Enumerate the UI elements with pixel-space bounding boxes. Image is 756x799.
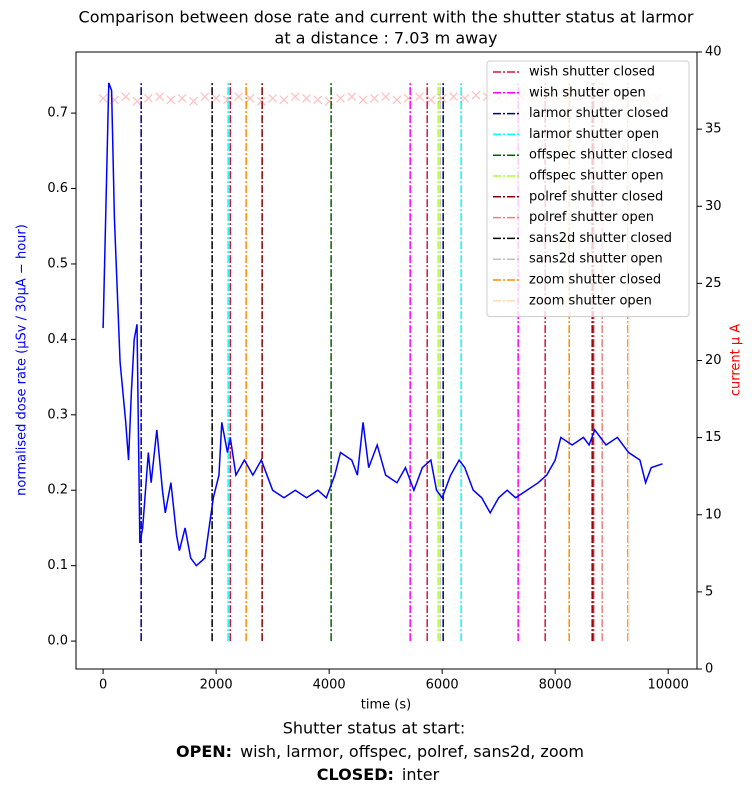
y2-tick-label: 5: [705, 584, 713, 599]
dose-rate-line: [102, 82, 663, 567]
current-marker: [245, 93, 255, 103]
current-marker: [392, 95, 402, 105]
current-marker: [471, 90, 481, 100]
chart-title: Comparison between dose rate and current…: [79, 8, 694, 27]
current-marker: [143, 93, 153, 103]
current-marker: [290, 92, 300, 102]
y-tick-label: 0.0: [47, 634, 68, 649]
current-marker: [324, 96, 334, 106]
caption-closed: CLOSED: inter: [317, 765, 440, 784]
current-marker: [132, 96, 142, 106]
current-marker: [313, 95, 323, 105]
x-tick-label: 8000: [539, 678, 572, 693]
legend-label: wish shutter open: [529, 85, 646, 100]
current-marker: [403, 93, 413, 103]
y-tick-label: 0.3: [47, 407, 68, 422]
y-tick-label: 0.4: [47, 332, 68, 347]
legend-label: offspec shutter closed: [529, 148, 673, 163]
current-marker: [381, 92, 391, 102]
current-marker: [98, 93, 108, 103]
current-marker: [223, 95, 232, 105]
y-tick-label: 0.7: [47, 106, 68, 121]
current-marker: [347, 92, 357, 102]
y2-tick-label: 40: [705, 45, 722, 60]
current-marker: [426, 95, 436, 105]
x-axis-label: time (s): [361, 698, 411, 713]
legend-label: wish shutter closed: [529, 65, 655, 80]
current-marker: [279, 95, 289, 105]
y2-tick-label: 20: [705, 353, 722, 368]
closed-label: CLOSED:: [317, 765, 394, 784]
legend-label: larmor shutter closed: [529, 106, 668, 121]
caption-title: Shutter status at start:: [283, 719, 466, 738]
open-list: wish, larmor, offspec, polref, sans2d, z…: [240, 742, 584, 761]
y-tick-label: 0.1: [47, 558, 68, 573]
current-marker: [302, 93, 311, 103]
x-tick-label: 0: [99, 678, 107, 693]
y2-tick-label: 0: [705, 662, 713, 677]
current-marker: [358, 95, 368, 105]
closed-list: inter: [402, 765, 440, 784]
current-marker: [211, 93, 221, 103]
current-marker: [437, 93, 447, 103]
legend-label: larmor shutter open: [529, 127, 659, 142]
current-marker: [449, 92, 458, 102]
x-tick-label: 10000: [648, 678, 689, 693]
x-tick-label: 6000: [426, 678, 459, 693]
y-tick-label: 0.5: [47, 256, 68, 271]
y-tick-label: 0.2: [47, 483, 68, 498]
y2-axis-label: current μ A: [729, 324, 744, 396]
y2-tick-label: 25: [705, 276, 722, 291]
current-marker: [121, 92, 131, 102]
current-marker: [109, 95, 119, 105]
x-tick-label: 2000: [200, 678, 233, 693]
y2-tick-label: 30: [705, 199, 722, 214]
legend-label: sans2d shutter open: [529, 252, 663, 267]
y-axis-label: normalised dose rate (μSv / 30μA − hour): [15, 224, 30, 496]
current-marker: [336, 93, 345, 103]
current-marker: [369, 93, 379, 103]
current-marker: [166, 95, 176, 105]
x-tick-label: 4000: [313, 678, 346, 693]
legend-box: [486, 60, 690, 318]
legend-label: zoom shutter open: [529, 293, 652, 308]
current-marker: [415, 92, 424, 102]
legend-label: polref shutter closed: [529, 189, 663, 204]
current-marker: [155, 92, 165, 102]
current-marker: [234, 92, 244, 102]
caption-open: OPEN: wish, larmor, offspec, polref, sans…: [176, 742, 584, 761]
current-marker: [189, 96, 198, 106]
legend-label: offspec shutter open: [529, 169, 664, 184]
legend-label: polref shutter open: [529, 210, 654, 225]
chart-subtitle: at a distance : 7.03 m away: [275, 29, 498, 48]
current-marker: [460, 93, 470, 103]
current-marker: [256, 96, 266, 106]
open-label: OPEN:: [176, 742, 232, 761]
y2-tick-label: 10: [705, 507, 722, 522]
current-marker: [268, 93, 278, 103]
plot-frame: [75, 51, 698, 670]
legend-label: sans2d shutter closed: [529, 231, 672, 246]
y-tick-label: 0.6: [47, 181, 68, 196]
y2-tick-label: 35: [705, 122, 722, 137]
current-marker: [177, 93, 187, 103]
current-marker: [200, 92, 210, 102]
legend-label: zoom shutter closed: [529, 273, 661, 288]
y2-tick-label: 15: [705, 430, 722, 445]
